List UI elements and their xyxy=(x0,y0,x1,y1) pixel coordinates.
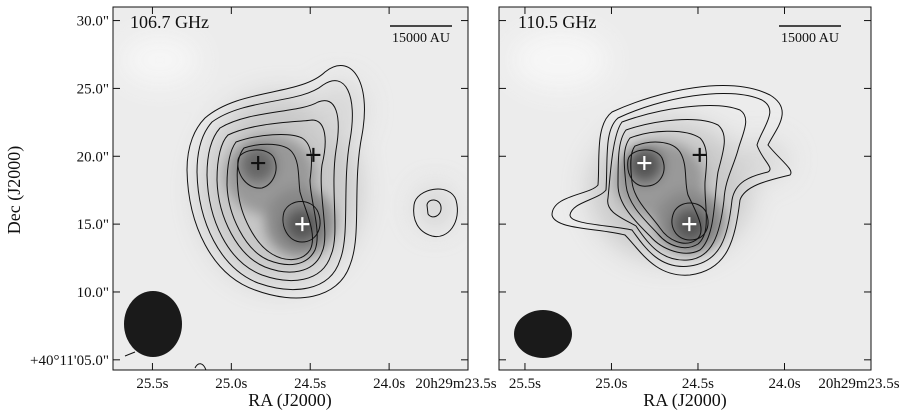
contour xyxy=(236,143,314,260)
x-tick-label: 25.5s xyxy=(509,376,541,392)
scale-label: 15000 AU xyxy=(392,31,450,46)
contour xyxy=(630,141,702,244)
contour xyxy=(206,100,339,281)
contour xyxy=(623,130,708,249)
contour xyxy=(194,363,207,370)
beam xyxy=(124,291,182,357)
x-tick-label: 24.0s xyxy=(373,376,405,392)
source-marker xyxy=(637,156,652,171)
y-tick-label: 20.0" xyxy=(77,149,109,165)
contour xyxy=(617,119,725,254)
contour xyxy=(569,92,771,267)
intensity-map xyxy=(499,7,871,370)
x-tick-label: 20h29m23.5s xyxy=(415,376,496,392)
y-tick-label: 15.0" xyxy=(77,217,109,233)
contour xyxy=(226,134,318,266)
intensity-map xyxy=(113,7,468,370)
contour xyxy=(426,199,442,218)
x-axis-label: RA (J2000) xyxy=(248,390,332,411)
contour xyxy=(551,85,792,276)
x-tick-label: 25.0s xyxy=(595,376,627,392)
source-marker xyxy=(682,217,697,232)
x-tick-label: 25.5s xyxy=(136,376,168,392)
y-tick-label: +40°11'05.0" xyxy=(30,353,109,369)
x-tick-label: 20h29m23.5s xyxy=(818,376,899,392)
contour xyxy=(413,188,458,238)
contour xyxy=(196,80,353,290)
x-tick-label: 24.0s xyxy=(768,376,800,392)
panel-frame xyxy=(112,6,469,371)
panel-title: 110.5 GHz xyxy=(518,12,596,32)
source-marker xyxy=(306,147,321,162)
source-marker xyxy=(251,156,266,171)
contour xyxy=(237,149,277,189)
source-marker xyxy=(295,217,310,232)
y-axis-label: Dec (J2000) xyxy=(4,146,25,234)
source-marker xyxy=(692,147,707,162)
contour xyxy=(607,105,747,261)
contour xyxy=(627,149,665,187)
scale-label: 15000 AU xyxy=(781,31,839,46)
x-tick-label: 24.5s xyxy=(682,376,714,392)
contour xyxy=(671,202,709,241)
contour xyxy=(186,65,365,299)
y-tick-label: 30.0" xyxy=(77,14,109,30)
contour xyxy=(282,201,321,243)
beam xyxy=(514,310,572,358)
contour xyxy=(124,351,136,357)
y-tick-label: 10.0" xyxy=(77,285,109,301)
x-tick-label: 24.5s xyxy=(294,376,326,392)
y-tick-label: 25.0" xyxy=(77,81,109,97)
x-axis-label: RA (J2000) xyxy=(643,390,727,411)
x-tick-label: 25.0s xyxy=(215,376,247,392)
axes-and-sources: 25.5s 25.0s 24.5s 24.0s 20h29m23.5s +40°11'05… xyxy=(30,7,900,392)
panel-title: 106.7 GHz xyxy=(130,12,209,32)
panel-frame xyxy=(498,6,872,371)
contour xyxy=(216,119,326,273)
